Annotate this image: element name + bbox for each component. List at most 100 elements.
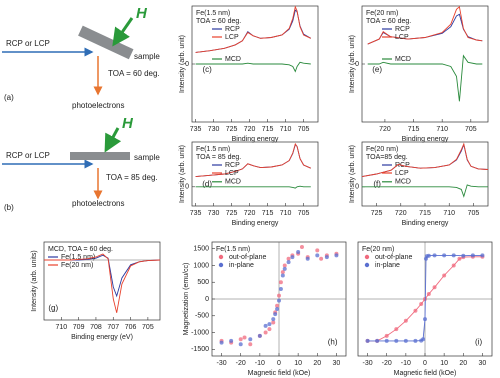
x-tick-label: 735	[190, 126, 202, 133]
x-axis-label: Binding energy	[402, 136, 449, 143]
legend-label: out-of-plane	[229, 254, 266, 261]
point	[442, 253, 447, 258]
x-axis-label: Magnetic field (kOe)	[248, 370, 311, 377]
x-tick-label: 707	[107, 324, 119, 331]
point	[403, 318, 408, 323]
y-axis-label: Intensity (arb. unit)	[349, 35, 356, 93]
point	[271, 317, 276, 322]
x-tick-label: -20	[382, 360, 392, 367]
y-tick-label: 1500	[193, 246, 209, 253]
y-tick-label: -1500	[191, 346, 209, 353]
x-tick-label: 705	[468, 210, 480, 217]
x-tick-label: 705	[465, 126, 477, 133]
field-arrow	[104, 127, 122, 153]
point	[457, 256, 462, 261]
panel-label: (i)	[475, 337, 482, 346]
panel-label: (f)	[373, 179, 381, 188]
x-tick-label: -30	[217, 360, 227, 367]
field-label: H	[136, 5, 148, 22]
point	[263, 330, 268, 335]
y-axis-label: Magnetization (emu/cc)	[183, 263, 190, 336]
point	[394, 338, 399, 343]
x-tick-label: 710	[55, 324, 67, 331]
y-tick-label: 0	[185, 61, 189, 68]
panel-label: (h)	[328, 337, 338, 346]
legend-label: RCP	[225, 26, 240, 33]
diagram-b: RCP or LCP H sample TOA = 85 deg. photoe…	[2, 115, 160, 212]
y-axis-label: Intensity (arb. unit)	[349, 145, 356, 203]
sample-label: sample	[134, 153, 160, 162]
annotation: Fe(1.5 nm)	[196, 146, 230, 153]
point	[263, 323, 268, 328]
legend-swatch	[218, 254, 224, 260]
legend-label: out-of-plane	[375, 254, 412, 261]
point	[423, 317, 427, 322]
sample-label: sample	[134, 52, 160, 61]
point	[248, 342, 253, 347]
point	[273, 312, 278, 317]
electron-label: photoelectrons	[72, 199, 124, 208]
x-tick-label: 715	[262, 126, 274, 133]
point	[413, 308, 418, 313]
y-tick-label: 500	[197, 279, 209, 286]
x-tick-label: -20	[236, 360, 246, 367]
series-line	[195, 61, 311, 73]
x-tick-label: 705	[298, 126, 310, 133]
plot-frame	[191, 141, 319, 207]
y-tick-label: -1000	[191, 329, 209, 336]
point	[229, 338, 234, 343]
legend-label: in-plane	[375, 262, 400, 269]
annotation: Fe(1.5 nm)	[216, 246, 250, 253]
legend-label: MCD	[395, 179, 411, 186]
annotation: TOA=85 deg.	[366, 154, 408, 161]
point	[384, 338, 389, 343]
point	[277, 298, 281, 303]
point	[267, 322, 272, 327]
y-tick-label: -500	[195, 313, 209, 320]
point	[282, 266, 287, 271]
legend-label: LCP	[225, 34, 239, 41]
point	[432, 285, 437, 290]
series-line	[361, 142, 489, 178]
y-tick-label: 0	[185, 184, 189, 191]
chart: 735 730 725 720 715 710 705 0 Binding energy Inte…	[179, 141, 319, 227]
x-tick-label: 30	[333, 360, 341, 367]
x-tick-label: 708	[90, 324, 102, 331]
x-tick-label: -30	[363, 360, 373, 367]
point	[286, 260, 291, 265]
point	[278, 280, 283, 285]
point	[334, 253, 339, 258]
point	[324, 255, 329, 260]
legend-label: LCP	[225, 170, 239, 177]
panel-label: (d)	[202, 179, 212, 188]
legend-label: MCD	[395, 56, 411, 63]
point	[271, 320, 276, 325]
point	[299, 245, 304, 250]
point	[315, 253, 320, 258]
x-axis-label: Binding energy	[402, 220, 449, 227]
annotation: TOA = 85 deg.	[196, 154, 241, 161]
annotation: Fe(20 nm)	[362, 246, 394, 253]
field-label: H	[122, 115, 134, 132]
point	[394, 327, 399, 332]
legend-label: in-plane	[229, 262, 254, 269]
x-tick-label: 709	[73, 324, 85, 331]
point	[267, 327, 272, 332]
plot-frame	[43, 241, 161, 321]
point	[290, 255, 295, 260]
point	[451, 263, 456, 268]
toa-label: TOA = 85 deg.	[106, 173, 158, 182]
point	[421, 337, 426, 342]
legend-label: Fe(1.5 nm)	[61, 254, 95, 261]
point	[248, 337, 253, 342]
x-tick-label: 715	[419, 210, 431, 217]
legend-swatch	[218, 262, 224, 268]
legend-label: LCP	[395, 170, 409, 177]
point	[282, 263, 287, 268]
y-axis-label: Intensity (arb. unit)	[179, 35, 186, 93]
toa-label: TOA = 60 deg.	[108, 69, 160, 78]
x-tick-label: 710	[436, 126, 448, 133]
x-tick-label: -10	[401, 360, 411, 367]
diagram-a: RCP or LCP H sample TOA = 60 deg. photoe…	[2, 5, 160, 110]
x-tick-label: 730	[208, 126, 220, 133]
